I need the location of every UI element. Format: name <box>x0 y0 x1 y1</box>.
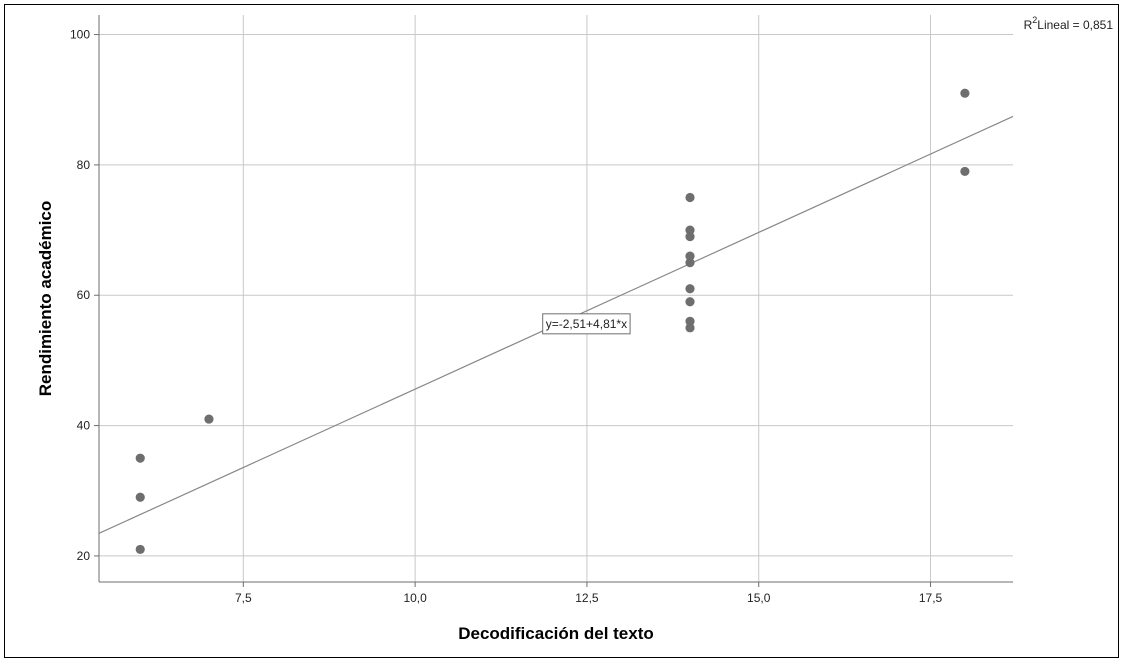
y-axis-title: Rendimiento académico <box>36 201 55 397</box>
y-tick-label: 80 <box>77 158 91 172</box>
data-point <box>960 88 970 98</box>
r2-superscript: 2 <box>1032 15 1037 25</box>
data-point <box>135 492 145 502</box>
r2-label: R2Lineal = 0,851 <box>1024 15 1114 32</box>
data-point <box>204 414 214 424</box>
scatter-chart: 7,5 10,0 12,5 15,0 17,5 20 40 60 80 100 y=-2,51+4… <box>36 15 1114 643</box>
data-point <box>960 166 970 177</box>
data-point <box>685 192 695 203</box>
data-point <box>135 453 145 463</box>
x-tick-label: 10,0 <box>403 591 427 605</box>
equation-label: y=-2,51+4,81*x <box>546 317 627 331</box>
r2-prefix: R <box>1024 18 1033 32</box>
equation-annotation: y=-2,51+4,81*x <box>542 313 631 335</box>
x-axis-title: Decodificación del texto <box>458 624 654 643</box>
data-point <box>685 316 695 326</box>
r2-text: Lineal = 0,851 <box>1037 18 1113 32</box>
data-point <box>685 251 695 261</box>
data-point <box>685 297 695 307</box>
equation-box <box>542 313 631 335</box>
y-tick-label: 100 <box>70 28 90 42</box>
data-point <box>685 231 695 242</box>
x-tick-label: 17,5 <box>919 591 943 605</box>
data-point <box>685 258 695 268</box>
data-point <box>685 225 695 235</box>
x-tick-label: 15,0 <box>747 591 771 605</box>
points <box>135 88 970 555</box>
y-tick-label: 20 <box>77 549 91 563</box>
chart-frame: 7,5 10,0 12,5 15,0 17,5 20 40 60 80 100 y=-2,51+4… <box>4 4 1119 658</box>
tick-labels: 7,5 10,0 12,5 15,0 17,5 20 40 60 80 100 <box>70 28 943 605</box>
data-point <box>135 544 145 555</box>
axes <box>94 15 1013 587</box>
data-point <box>685 323 695 333</box>
y-tick-label: 40 <box>77 419 91 433</box>
data-point <box>685 284 695 294</box>
grid <box>99 15 1013 582</box>
x-tick-label: 7,5 <box>235 591 252 605</box>
x-tick-label: 12,5 <box>575 591 599 605</box>
y-tick-label: 60 <box>77 288 91 302</box>
